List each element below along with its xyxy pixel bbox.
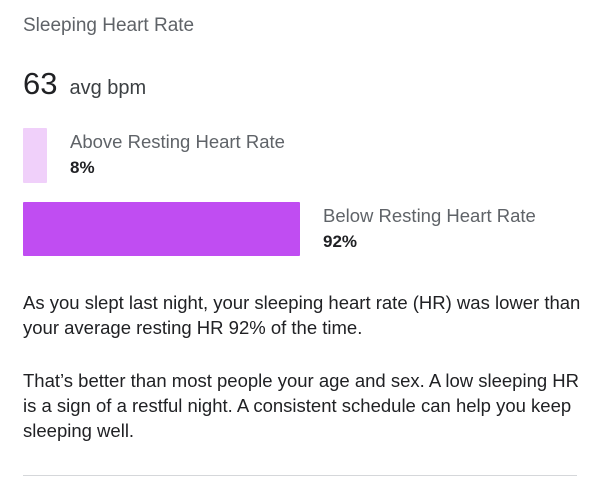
above-resting-percent: 8% xyxy=(70,158,95,177)
section-title: Sleeping Heart Rate xyxy=(23,15,195,36)
description-paragraph-2: That’s better than most people your age … xyxy=(23,370,580,441)
divider xyxy=(23,475,577,476)
below-resting-percent: 92% xyxy=(323,232,358,251)
avg-bpm-unit: avg bpm xyxy=(69,77,147,99)
above-resting-label: Above Resting Heart Rate xyxy=(70,131,285,152)
average-heart-rate: 63 avg bpm xyxy=(23,66,146,102)
description-paragraph-1: As you slept last night, your sleeping h… xyxy=(23,292,581,338)
avg-bpm-value: 63 xyxy=(23,66,58,101)
above-resting-bar xyxy=(23,128,47,183)
below-resting-bar xyxy=(23,202,300,256)
below-resting-label: Below Resting Heart Rate xyxy=(323,205,536,226)
